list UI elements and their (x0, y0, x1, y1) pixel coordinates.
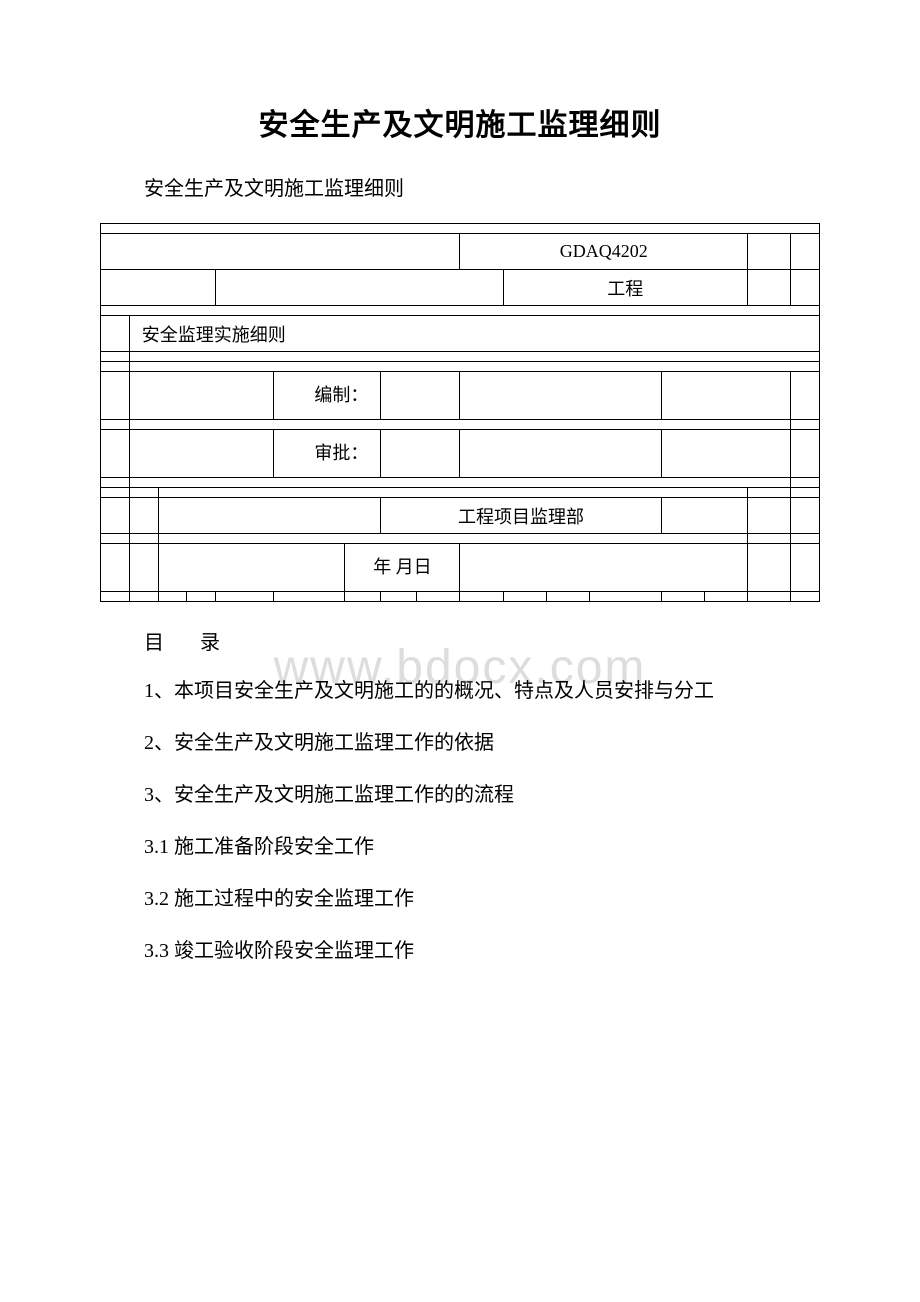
document-subtitle: 安全生产及文明施工监理细则 (144, 172, 820, 201)
table-row (101, 362, 820, 372)
document-title: 安全生产及文明施工监理细则 (100, 100, 820, 144)
table-row: 工程项目监理部 (101, 498, 820, 534)
toc-item: 3、安全生产及文明施工监理工作的的流程 (144, 779, 820, 811)
table-row (101, 488, 820, 498)
table-row: 审批： (101, 430, 820, 478)
toc-item: 3.3 竣工验收阶段安全监理工作 (144, 935, 820, 967)
table-row (101, 534, 820, 544)
table-row: GDAQ4202 (101, 234, 820, 270)
toc-item: 2、安全生产及文明施工监理工作的依据 (144, 727, 820, 759)
compiled-by-label: 编制： (273, 372, 381, 420)
table-row: 安全监理实施细则 (101, 316, 820, 352)
table-row (101, 224, 820, 234)
project-label-cell: 工程 (503, 270, 747, 306)
section-title-cell: 安全监理实施细则 (129, 316, 819, 352)
table-row (101, 420, 820, 430)
toc-item: 3.2 施工过程中的安全监理工作 (144, 883, 820, 915)
table-row (101, 478, 820, 488)
toc-title: 目 录 (144, 626, 820, 655)
form-table: GDAQ4202 工程 安全监理实施细则 编制： (100, 223, 820, 602)
date-cell: 年 月日 (345, 544, 460, 592)
approved-by-label: 审批： (273, 430, 381, 478)
table-row (101, 306, 820, 316)
table-row (101, 352, 820, 362)
toc-item: 3.1 施工准备阶段安全工作 (144, 831, 820, 863)
table-row (101, 592, 820, 602)
table-row: 工程 (101, 270, 820, 306)
dept-cell: 工程项目监理部 (381, 498, 661, 534)
table-row: 年 月日 (101, 544, 820, 592)
toc-item: 1、本项目安全生产及文明施工的的概况、特点及人员安排与分工 (100, 675, 820, 707)
table-row: 编制： (101, 372, 820, 420)
code-cell: GDAQ4202 (460, 234, 748, 270)
